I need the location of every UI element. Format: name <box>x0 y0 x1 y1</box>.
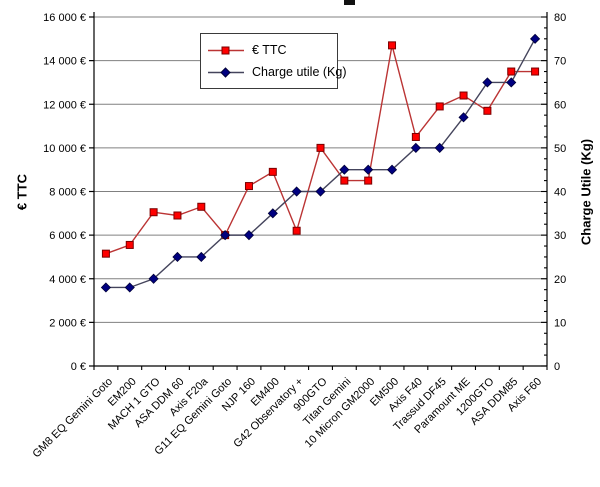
data-point-diamond <box>363 164 374 175</box>
left-tick-label: 14 000 € <box>43 56 86 68</box>
series-charge <box>100 33 541 293</box>
data-point-diamond <box>410 142 421 153</box>
legend-label-ttc: € TTC <box>252 43 287 57</box>
data-point-square <box>244 182 253 191</box>
data-point-diamond <box>267 208 278 219</box>
legend: € TTC Charge utile (Kg) <box>200 33 347 89</box>
cropped-chart-title-fragment <box>344 0 355 5</box>
legend-label-charge: Charge utile (Kg) <box>252 65 347 79</box>
right-tick-label: 20 <box>554 274 566 286</box>
data-point-square <box>268 167 277 176</box>
left-tick-label: 4 000 € <box>49 274 86 286</box>
data-point-square <box>483 106 492 115</box>
data-point-square <box>459 91 468 100</box>
data-point-diamond <box>482 77 493 88</box>
right-tick-label: 60 <box>554 99 566 111</box>
data-point-square <box>197 202 206 211</box>
gridlines <box>94 16 547 323</box>
data-point-diamond <box>172 251 183 263</box>
right-tick-label: 10 <box>554 317 566 329</box>
left-tick-label: 0 € <box>71 361 86 373</box>
data-point-square <box>316 143 325 152</box>
right-tick-label: 40 <box>554 187 566 199</box>
data-point-diamond <box>243 230 255 241</box>
left-tick-label: 6 000 € <box>49 230 86 242</box>
data-point-diamond <box>100 282 111 293</box>
data-point-square <box>507 67 516 76</box>
data-point-diamond <box>291 186 302 197</box>
data-point-square <box>149 208 158 217</box>
legend-marker-square-icon <box>208 46 244 54</box>
data-point-diamond <box>386 164 398 175</box>
left-tick-label: 12 000 € <box>43 99 86 111</box>
legend-entry-charge: Charge utile (Kg) <box>207 65 347 79</box>
left-axis-ticks: 0 € 2 000 € 4 000 € 6 000 € 8 000 € 10 000 € 1… <box>43 12 94 373</box>
data-point-square <box>411 132 420 141</box>
data-point-diamond <box>315 186 326 197</box>
data-point-square <box>292 226 301 235</box>
right-tick-label: 50 <box>554 143 566 155</box>
data-point-diamond <box>530 33 541 44</box>
legend-entry-ttc: € TTC <box>207 43 331 57</box>
right-tick-label: 80 <box>554 12 566 24</box>
data-point-diamond <box>506 77 517 88</box>
data-point-square <box>364 176 373 185</box>
left-tick-label: 8 000 € <box>49 187 86 199</box>
left-tick-label: 10 000 € <box>43 143 86 155</box>
x-category-label: GM8 EQ Gemini Goto <box>30 376 115 461</box>
right-tick-label: 0 <box>554 361 560 373</box>
data-point-diamond <box>434 142 445 153</box>
data-point-square <box>340 176 349 185</box>
data-point-square <box>388 41 397 50</box>
left-tick-label: 2 000 € <box>49 317 86 329</box>
data-point-square <box>531 67 540 76</box>
left-axis-title: € TTC <box>14 173 30 211</box>
data-point-square <box>101 249 110 258</box>
data-point-square <box>435 102 444 111</box>
right-tick-label: 30 <box>554 230 566 242</box>
right-axis-title: Charge Utile (Kg) <box>578 138 594 246</box>
right-tick-label: 70 <box>554 56 566 68</box>
data-point-square <box>125 240 134 249</box>
data-point-diamond <box>339 164 350 175</box>
legend-marker-diamond-icon <box>208 66 244 78</box>
right-axis-ticks: 0 10 20 30 40 50 60 70 80 <box>541 12 566 373</box>
data-point-diamond <box>220 230 231 241</box>
data-point-square <box>173 211 182 220</box>
data-point-diamond <box>458 112 469 123</box>
data-point-diamond <box>196 251 207 263</box>
data-point-diamond <box>124 282 135 293</box>
left-tick-label: 16 000 € <box>43 12 86 24</box>
data-point-diamond <box>148 273 159 284</box>
